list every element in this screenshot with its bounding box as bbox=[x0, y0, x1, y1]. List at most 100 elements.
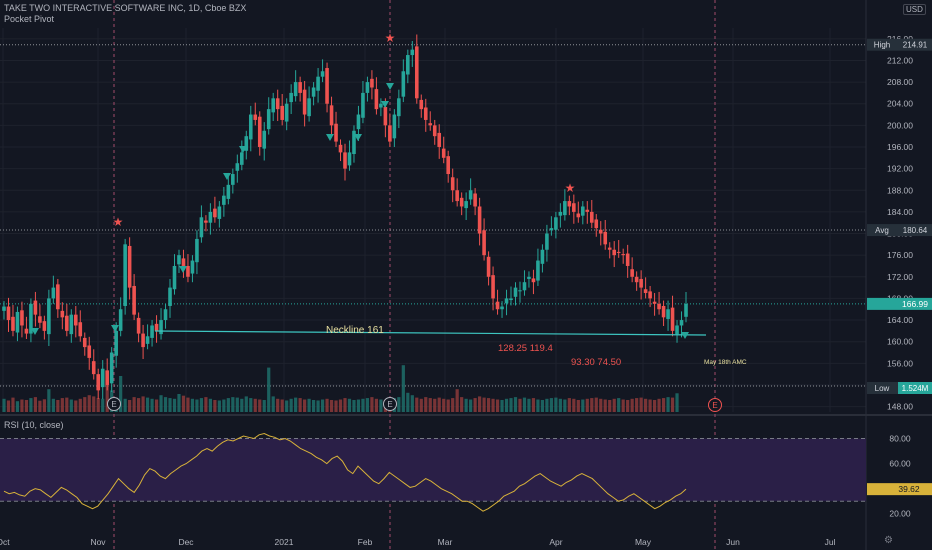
candle-body bbox=[78, 322, 83, 337]
volume-bar bbox=[231, 397, 235, 412]
currency-badge[interactable]: USD bbox=[903, 4, 926, 15]
volume-bar bbox=[410, 395, 414, 412]
volume-bar bbox=[51, 398, 55, 412]
volume-bar bbox=[69, 399, 73, 412]
earnings-marker-label: E bbox=[387, 400, 392, 409]
volume-bar bbox=[289, 398, 293, 412]
candle-body bbox=[141, 333, 145, 348]
volume-bar bbox=[307, 398, 311, 412]
volume-bar bbox=[652, 400, 657, 412]
volume-bar bbox=[320, 399, 325, 412]
rsi-current-text: 39.62 bbox=[898, 484, 920, 494]
candle-body bbox=[401, 71, 406, 97]
candle-body bbox=[374, 89, 379, 110]
volume-bar bbox=[590, 398, 594, 412]
volume-bar bbox=[222, 399, 226, 412]
x-tick-label: Jul bbox=[825, 537, 836, 547]
volume-bar bbox=[56, 400, 60, 412]
candle-body bbox=[280, 105, 284, 120]
candle-body bbox=[2, 306, 6, 311]
volume-bar bbox=[42, 399, 46, 412]
volume-bar bbox=[285, 400, 289, 412]
neckline-label: Neckline 161 bbox=[326, 325, 384, 336]
volume-bar bbox=[576, 400, 580, 412]
volume-bar bbox=[473, 398, 477, 412]
candle-body bbox=[334, 123, 338, 142]
volume-bar bbox=[554, 397, 558, 412]
volume-bar bbox=[168, 398, 172, 412]
volume-bar bbox=[370, 397, 374, 412]
candle-body bbox=[572, 203, 576, 212]
earnings-marker-label: E bbox=[111, 400, 116, 409]
volume-bar bbox=[612, 398, 616, 412]
candle-body bbox=[199, 217, 204, 238]
y-tick-label: 176.00 bbox=[887, 250, 913, 260]
volume-bar bbox=[329, 400, 334, 412]
candle-body bbox=[634, 276, 639, 283]
low-badge-name-text: Low bbox=[875, 384, 890, 393]
candle-body bbox=[414, 46, 419, 99]
x-tick-label: May bbox=[635, 537, 652, 547]
indicator-label: Pocket Pivot bbox=[4, 14, 55, 24]
candle-body bbox=[329, 105, 334, 126]
y-tick-label: 160.00 bbox=[887, 337, 913, 347]
candle-body bbox=[181, 258, 186, 266]
volume-bar bbox=[406, 392, 410, 412]
candle-body bbox=[222, 195, 226, 205]
volume-bar bbox=[464, 398, 468, 412]
candle-body bbox=[208, 211, 213, 223]
volume-bar bbox=[666, 397, 670, 412]
candle-body bbox=[603, 231, 608, 245]
star-marker: ★ bbox=[565, 181, 576, 195]
candle-body bbox=[347, 152, 352, 166]
volume-bar bbox=[419, 398, 423, 412]
volume-bar bbox=[303, 399, 307, 412]
volume-bar bbox=[531, 398, 536, 412]
candle-body bbox=[177, 255, 181, 265]
rsi-band bbox=[0, 438, 866, 502]
volume-bar bbox=[311, 400, 316, 412]
candle-body bbox=[527, 276, 531, 279]
candle-body bbox=[388, 125, 392, 142]
volume-bar bbox=[549, 398, 553, 412]
volume-bar bbox=[15, 401, 20, 412]
volume-bar bbox=[199, 398, 204, 412]
volume-bar bbox=[527, 398, 531, 412]
candle-body bbox=[172, 265, 177, 290]
candle-body bbox=[679, 320, 684, 326]
volume-bar bbox=[670, 397, 675, 412]
candle-body bbox=[464, 201, 468, 209]
volume-bar bbox=[442, 398, 446, 412]
candle-body bbox=[145, 336, 150, 344]
y-tick-label: 204.00 bbox=[887, 99, 913, 109]
volume-bar bbox=[6, 400, 11, 412]
candle-body bbox=[513, 287, 518, 297]
candle-body bbox=[87, 345, 92, 358]
candle-body bbox=[397, 98, 401, 117]
candle-body bbox=[459, 197, 464, 207]
candle-body bbox=[379, 103, 383, 108]
candle-body bbox=[419, 99, 424, 110]
volume-bar bbox=[572, 398, 576, 412]
candle-body bbox=[257, 116, 262, 147]
pocket-pivot-marker bbox=[239, 146, 247, 153]
candle-body bbox=[105, 370, 109, 385]
gear-icon[interactable]: ⚙ bbox=[884, 535, 893, 546]
candle-body bbox=[486, 256, 491, 277]
volume-bar bbox=[482, 397, 486, 412]
pocket-pivot-marker bbox=[386, 83, 394, 90]
candle-body bbox=[244, 136, 249, 151]
pocket-pivot-marker bbox=[31, 328, 39, 335]
volume-bar bbox=[424, 397, 428, 412]
volume-bar bbox=[545, 398, 549, 412]
star-marker: ★ bbox=[385, 31, 396, 45]
candle-body bbox=[437, 132, 442, 147]
price-badge-value bbox=[898, 38, 932, 51]
candle-body bbox=[361, 92, 365, 118]
earnings-marker bbox=[107, 397, 121, 411]
rsi-current-badge bbox=[867, 483, 932, 496]
candle-body bbox=[670, 307, 675, 331]
candle-body bbox=[491, 275, 495, 299]
candle-body bbox=[240, 152, 244, 165]
